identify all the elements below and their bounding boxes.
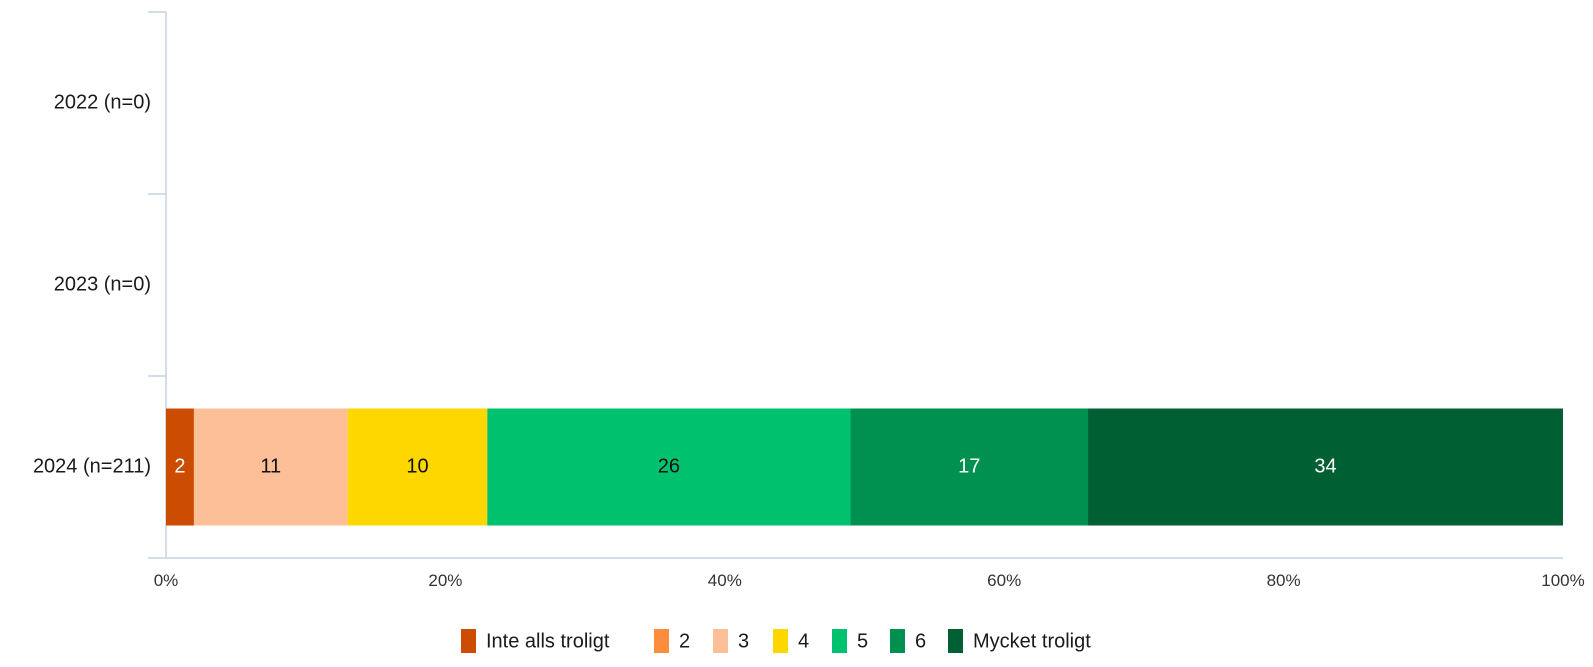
bar-data-label: 26: [658, 455, 680, 477]
legend-label: 4: [798, 630, 809, 652]
legend-label: Mycket troligt: [973, 630, 1091, 652]
bars: 2 11 10 26 17 34: [166, 408, 1563, 526]
legend-swatch: [773, 629, 788, 653]
legend: Inte alls troligt 2 3 4 5 6 Mycket troligt: [461, 629, 1091, 653]
legend-label: 3: [738, 630, 749, 652]
legend-swatch: [654, 629, 669, 653]
x-tick-label: 80%: [1267, 571, 1301, 590]
legend-label: Inte alls troligt: [486, 630, 610, 652]
x-tick-label: 100%: [1541, 571, 1584, 590]
bar-segment: [166, 408, 194, 526]
legend-swatch: [890, 629, 905, 653]
bar-segment: [347, 408, 488, 526]
y-axis: 2022 (n=0) 2023 (n=0) 2024 (n=211): [33, 11, 167, 558]
legend-swatch: [948, 629, 963, 653]
bar-segment: [487, 408, 851, 526]
x-axis: 0% 20% 40% 60% 80% 100%: [148, 557, 1585, 590]
x-tick-label: 40%: [708, 571, 742, 590]
x-tick-label: 60%: [987, 571, 1021, 590]
x-tick-label: 0%: [154, 571, 179, 590]
bar-data-label: 17: [958, 455, 980, 477]
legend-label: 2: [679, 630, 690, 652]
x-tick-label: 20%: [428, 571, 462, 590]
legend-swatch: [713, 629, 728, 653]
legend-label: 6: [915, 630, 926, 652]
category-label: 2024 (n=211): [33, 455, 151, 477]
bar-segment: [1088, 408, 1563, 526]
legend-swatch: [832, 629, 847, 653]
category-label: 2023 (n=0): [54, 273, 151, 295]
bar-data-label: 11: [260, 455, 281, 477]
bar-data-label: 2: [174, 455, 185, 477]
bar-data-label: 10: [406, 455, 428, 477]
category-label: 2022 (n=0): [54, 91, 151, 113]
bar-segment: [850, 408, 1089, 526]
bar-segment: [193, 408, 348, 526]
legend-swatch: [461, 629, 476, 653]
bar-data-label: 34: [1314, 455, 1336, 477]
legend-label: 5: [857, 630, 868, 652]
